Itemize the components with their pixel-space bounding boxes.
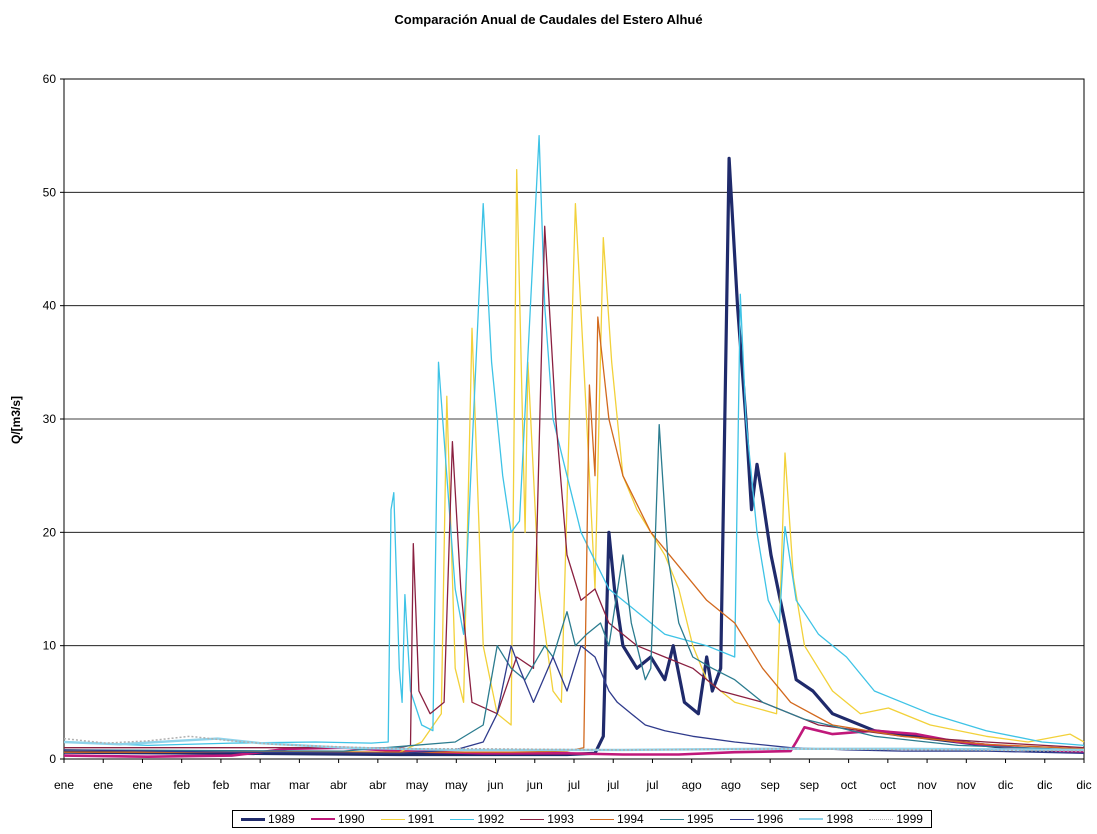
x-tick-label: may xyxy=(406,778,429,792)
legend-label: 1994 xyxy=(617,812,644,826)
legend-swatch xyxy=(729,818,754,820)
y-tick-label: 60 xyxy=(43,72,57,86)
x-tick-label: ago xyxy=(682,778,702,792)
x-tick-label: sep xyxy=(760,778,780,792)
x-tick-label: dic xyxy=(1076,778,1091,792)
y-tick-label: 20 xyxy=(43,525,57,539)
series-line-1999 xyxy=(63,735,1085,752)
series-line-1992 xyxy=(63,135,1085,747)
legend-label: 1996 xyxy=(756,812,784,826)
legend-label: 1992 xyxy=(477,812,505,826)
legend-item-1995: 1995 xyxy=(659,812,714,826)
legend-item-1991: 1991 xyxy=(380,812,435,826)
legend-label: 1991 xyxy=(407,812,435,826)
legend-item-1994: 1994 xyxy=(590,812,644,826)
x-tick-label: mar xyxy=(289,778,310,792)
legend-item-1993: 1993 xyxy=(520,812,574,826)
x-tick-label: oct xyxy=(880,778,897,792)
series-line-1993 xyxy=(64,225,1085,749)
legend-item-1989: 1989 xyxy=(241,812,295,826)
legend-swatch xyxy=(659,818,684,820)
legend-swatch xyxy=(799,818,824,820)
y-tick-label: 0 xyxy=(49,752,56,766)
x-tick-label: oct xyxy=(841,778,858,792)
x-tick-label: ene xyxy=(93,778,113,792)
x-tick-label: jul xyxy=(567,778,580,792)
x-tick-label: feb xyxy=(213,778,230,792)
legend-label: 1998 xyxy=(826,812,854,826)
x-tick-label: feb xyxy=(173,778,190,792)
x-tick-label: jul xyxy=(645,778,658,792)
series-line-1990 xyxy=(63,725,1085,759)
x-tick-label: abr xyxy=(369,778,386,792)
legend-swatch xyxy=(241,817,266,821)
legend-label: 1999 xyxy=(896,812,923,826)
y-tick-label: 40 xyxy=(43,299,57,313)
x-tick-label: mar xyxy=(250,778,271,792)
x-tick-label: jun xyxy=(526,778,543,792)
x-tick-label: jun xyxy=(487,778,504,792)
x-tick-label: nov xyxy=(957,778,976,792)
series-line-1989 xyxy=(63,156,1085,757)
legend-label: 1995 xyxy=(686,812,714,826)
y-axis-label: Q/[m3/s] xyxy=(9,396,23,444)
y-tick-label: 10 xyxy=(43,639,57,653)
x-tick-label: dic xyxy=(1037,778,1052,792)
legend-label: 1993 xyxy=(547,812,574,826)
series-line-1991 xyxy=(63,169,1085,753)
legend-item-1999: 1999 xyxy=(869,812,923,826)
legend-swatch xyxy=(590,818,615,820)
legend-swatch xyxy=(310,818,335,820)
legend-label: 1990 xyxy=(337,812,365,826)
x-tick-label: ago xyxy=(721,778,741,792)
legend-swatch xyxy=(869,818,894,820)
legend: 1989 1990 1991 1992 1993 1994 1995 1996 1998 1999 xyxy=(232,810,932,828)
legend-swatch xyxy=(450,818,475,820)
x-tick-label: jul xyxy=(606,778,619,792)
legend-swatch xyxy=(520,818,545,820)
legend-item-1992: 1992 xyxy=(450,812,504,826)
legend-swatch xyxy=(380,818,405,820)
series-line-1995 xyxy=(63,424,1085,752)
x-tick-label: may xyxy=(445,778,468,792)
legend-item-1996: 1996 xyxy=(729,812,784,826)
x-tick-label: sep xyxy=(800,778,820,792)
x-tick-label: ene xyxy=(54,778,74,792)
x-tick-label: dic xyxy=(998,778,1013,792)
legend-item-1998: 1998 xyxy=(799,812,853,826)
x-tick-label: nov xyxy=(917,778,936,792)
legend-item-1990: 1990 xyxy=(310,812,365,826)
chart-title: Comparación Anual de Caudales del Estero… xyxy=(394,12,703,27)
legend-label: 1989 xyxy=(268,812,295,826)
x-tick-label: ene xyxy=(132,778,152,792)
y-tick-label: 50 xyxy=(43,185,57,199)
x-tick-label: abr xyxy=(330,778,347,792)
y-tick-label: 30 xyxy=(43,412,57,426)
